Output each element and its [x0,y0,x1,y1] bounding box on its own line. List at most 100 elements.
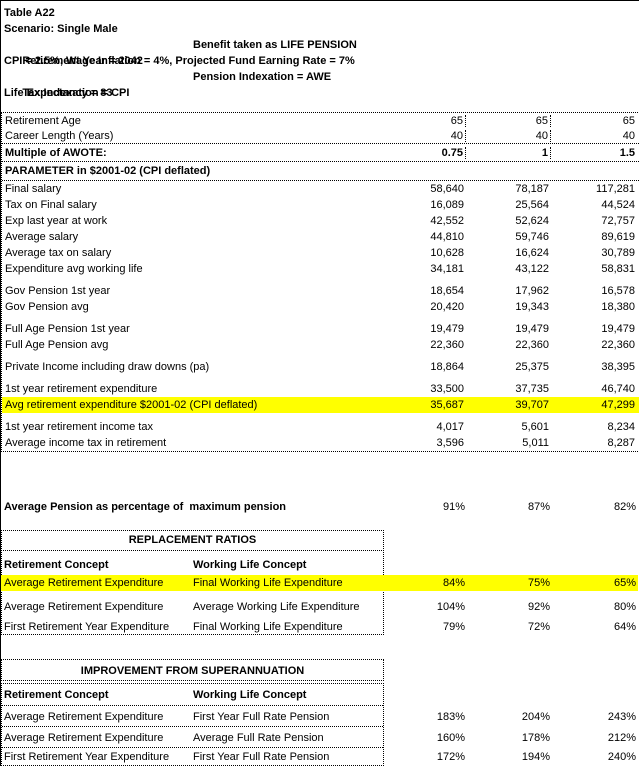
table-row: First Retirement Year Expenditure First Y… [1,748,638,765]
value-cell: 52,624 [515,215,549,227]
row-label: Retirement Age [5,114,81,127]
replacement-header-row: Retirement Concept Working Life Concept [1,557,638,573]
row-label: First Retirement Year Expenditure [4,750,170,763]
value-cell: 91% [442,501,465,513]
row-label: Average Retirement Expenditure [4,710,164,723]
value-cell: 65 [381,114,466,127]
table-row: Average salary 44,810 59,746 89,619 [2,229,639,245]
value-cell: 43,122 [515,263,549,275]
indexation-line: Tax Indexation = CPI Pension Indexation … [1,69,638,99]
value-cell: 16,089 [430,199,464,211]
value-cell: 75% [527,577,550,589]
value-cell: 8,287 [607,437,635,449]
row-label: Expenditure avg working life [5,263,143,275]
assumptions-line: CPI = 2.5%, Wage Inflation = 4%, Project… [4,55,355,67]
table-row: Avg retirement expenditure $2001-02 (CPI… [2,397,639,413]
row-label: Final salary [5,183,62,195]
value-cell: 35,687 [430,399,464,411]
table-row: Multiple of AWOTE: 0.75 1 1.5 [2,144,639,162]
value-cell: 240% [607,750,636,763]
row-label: Average Retirement Expenditure [4,601,164,613]
value-cell: 25,375 [515,361,549,373]
table-row: 1st year retirement expenditure 33,500 37,… [2,381,639,397]
row-label: Average Retirement Expenditure [4,731,164,744]
value-cell: 47,299 [601,399,635,411]
value-cell: 1.5 [619,146,635,159]
table-title: Table A22 [4,7,55,19]
working-life-concept-header: Working Life Concept [193,559,307,571]
row-label: Full Age Pension avg [5,339,109,351]
table-row: Career Length (Years) 40 40 40 [2,128,639,144]
table-row: Average Retirement Expenditure Final Work… [1,575,638,591]
row-label: Tax on Final salary [5,199,97,211]
table-row: Private Income including draw downs (pa)… [2,359,639,375]
value-cell: 79% [442,621,465,633]
value-cell: 16,624 [515,247,549,259]
value-cell: 16,578 [601,285,635,297]
value-cell: 39,707 [515,399,549,411]
value-cell: 44,810 [430,231,464,243]
row-label: Average tax on salary [5,247,112,259]
value-cell: 4,017 [436,421,464,433]
improvement-title: IMPROVEMENT FROM SUPERANNUATION [80,665,305,677]
value-cell: 160% [436,731,465,744]
retirement-year-line: Retirement Year = 2042 Benefit taken as … [1,37,638,67]
table-row: Full Age Pension avg 22,360 22,360 22,360 [2,337,639,353]
value-cell: 84% [442,577,465,589]
table-row: Final salary 58,640 78,187 117,281 [2,181,639,197]
row-label: First Year Full Rate Pension [193,710,330,723]
value-cell: 30,789 [601,247,635,259]
value-cell: 19,479 [515,323,549,335]
value-cell: 117,281 [596,183,635,195]
table-row: Tax on Final salary 16,089 25,564 44,524 [2,197,639,213]
value-cell: 204% [521,710,550,723]
retirement-concept-header: Retirement Concept [4,688,109,701]
row-label: Average salary [5,231,79,243]
value-cell: 22,360 [430,339,464,351]
value-cell: 183% [436,710,465,723]
table-row: Gov Pension avg 20,420 19,343 18,380 [2,299,639,315]
value-cell: 80% [613,601,636,613]
summary-row: Average Pension as percentage of maximum… [1,499,638,515]
value-cell: 38,395 [601,361,635,373]
value-cell: 3,596 [436,437,464,449]
row-label: 1st year retirement income tax [5,421,153,433]
value-cell: 65 [466,114,551,127]
value-cell: 25,564 [515,199,549,211]
row-label: Average Full Rate Pension [193,731,324,744]
working-life-concept-header: Working Life Concept [193,688,307,701]
row-label: Full Age Pension 1st year [5,323,130,335]
value-cell: 10,628 [430,247,464,259]
table-row: First Retirement Year Expenditure Final W… [1,619,638,635]
value-cell: 20,420 [430,301,464,313]
value-cell: 82% [613,501,636,513]
value-cell: 89,619 [601,231,635,243]
row-label: First Retirement Year Expenditure [4,621,170,633]
value-cell: 33,500 [430,383,464,395]
value-cell: 22,360 [515,339,549,351]
value-cell: 5,011 [522,437,549,449]
value-cell: 65 [622,114,635,127]
improvement-section: IMPROVEMENT FROM SUPERANNUATION Retireme… [1,659,639,766]
value-cell: 59,746 [515,231,549,243]
value-cell: 72% [527,621,550,633]
row-label: Gov Pension 1st year [5,285,111,297]
value-cell: 58,831 [601,263,635,275]
value-cell: 46,740 [601,383,635,395]
value-cell: 172% [436,750,465,763]
value-cell: 1 [466,146,551,159]
value-cell: 19,479 [430,323,464,335]
table-row: Average income tax in retirement 3,596 5,0… [2,435,639,451]
row-label: Multiple of AWOTE: [5,146,107,159]
value-cell: 58,640 [430,183,464,195]
value-cell: 87% [527,501,550,513]
value-cell: 34,181 [430,263,464,275]
improvement-header-row: Retirement Concept Working Life Concept [1,684,638,705]
row-label: Career Length (Years) [5,129,114,142]
value-cell: 212% [607,731,636,744]
row-label: Average income tax in retirement [5,437,167,449]
value-cell: 18,654 [430,285,464,297]
value-cell: 40 [466,129,551,142]
row-label: Private Income including draw downs (pa) [5,361,210,373]
